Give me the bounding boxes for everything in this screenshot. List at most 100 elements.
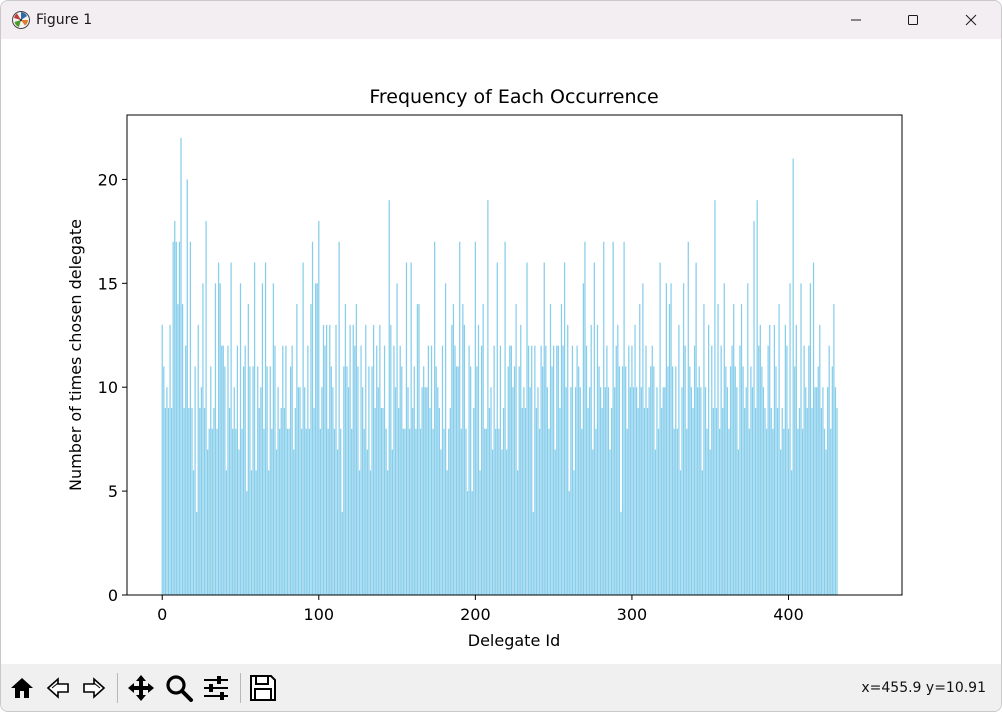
bar [491,449,494,595]
bar [498,428,500,595]
bar [628,345,630,595]
bar [368,366,370,595]
bar [307,345,309,595]
bar [246,491,248,595]
bar [230,262,232,595]
bar [374,407,376,595]
bar [639,304,641,595]
bar [338,241,340,595]
axes-frame [126,114,903,596]
zoom-button[interactable] [163,672,195,704]
bar [335,324,337,595]
bar [504,241,506,595]
bar [482,304,484,595]
bar [462,304,464,595]
bar [672,366,674,595]
bar [759,324,761,595]
bar [607,387,610,595]
bar [689,366,691,595]
bar [587,407,589,595]
bar [233,387,235,595]
bar [811,407,813,595]
close-button[interactable] [942,1,1000,39]
save-button[interactable] [247,672,279,704]
bar [455,366,458,595]
pan-button[interactable] [125,672,157,704]
bar [213,407,215,595]
bar [340,428,342,595]
close-icon [965,14,977,26]
bar [603,241,605,595]
bar [756,200,758,595]
bar [465,428,467,595]
maximize-button[interactable] [884,1,942,39]
bar [637,407,639,595]
bar [203,407,206,595]
bar [321,387,323,595]
configure-subplots-button[interactable] [200,672,232,704]
bar [358,470,361,595]
bar [493,345,495,595]
bar [282,345,284,595]
bar [322,324,325,595]
bar [175,241,177,595]
bar [344,304,347,595]
bar [770,407,772,595]
bar [485,428,487,595]
bar [401,366,403,595]
home-button[interactable] [6,672,38,704]
bar [784,324,786,595]
bar [711,345,713,595]
bar [506,449,508,595]
bar [610,407,613,595]
bar [737,449,740,595]
back-button[interactable] [42,672,74,704]
bar [783,428,785,595]
bar [495,428,497,595]
bar [217,262,220,595]
bar [441,345,444,595]
bar [286,428,289,595]
bar [452,304,455,595]
bar [645,345,647,595]
bar [376,345,378,595]
bar [573,470,575,595]
bar [690,387,693,595]
home-icon [11,678,33,698]
bar [723,283,725,595]
bar [238,449,240,595]
forward-button[interactable] [78,672,110,704]
bar [836,407,838,595]
bar [769,324,771,595]
bar [535,407,538,595]
figure-canvas[interactable]: Frequency of Each Occurrence 0 100 200 300 4… [1,39,1001,664]
bar [681,387,683,595]
bar [534,345,536,595]
bar [664,387,666,595]
bar [695,262,697,595]
bar [675,366,677,595]
bar [546,387,548,595]
bar [349,324,351,595]
bar [714,200,716,595]
x-tick-label: 400 [773,605,804,624]
bar [466,491,469,595]
bar [789,283,791,595]
bar [515,304,517,595]
bar [181,304,184,595]
bar [740,304,743,595]
bar [805,387,807,595]
bar [197,324,199,595]
bar [751,387,754,595]
bar [775,366,777,595]
bar [629,387,631,595]
bar [542,366,544,595]
bar [412,407,414,595]
minimize-button[interactable] [827,1,885,39]
bar [656,387,658,595]
y-axis-label: Number of times chosen delegate [66,219,85,491]
bar [828,345,830,595]
bar-chart: Frequency of Each Occurrence 0 100 200 300 4… [66,86,903,650]
bar [214,283,217,595]
bar [437,387,439,595]
